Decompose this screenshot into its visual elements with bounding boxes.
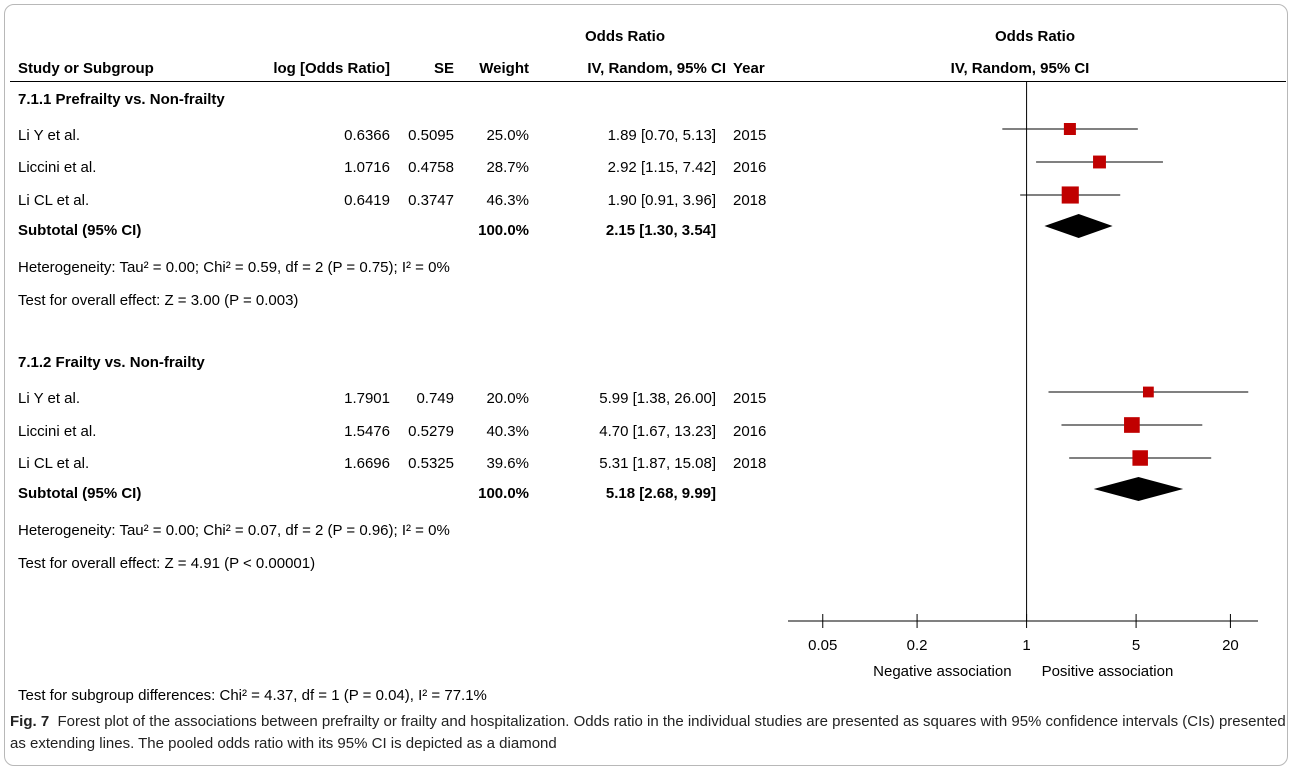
- group-title: 7.1.2 Frailty vs. Non-frailty: [18, 354, 205, 371]
- study-square: [1124, 417, 1140, 433]
- subtotal-weight: 100.0%: [478, 485, 529, 502]
- study-se: 0.5095: [408, 127, 454, 144]
- study-logor: 1.7901: [344, 390, 390, 407]
- x-axis-tick-label: 1: [1022, 637, 1030, 654]
- study-logor: 0.6419: [344, 192, 390, 209]
- study-logor: 1.5476: [344, 423, 390, 440]
- pooled-diamond: [1093, 477, 1184, 501]
- overall-effect-text: Test for overall effect: Z = 3.00 (P = 0…: [18, 292, 299, 309]
- overall-effect-text: Test for overall effect: Z = 4.91 (P < 0…: [18, 555, 316, 572]
- header-ci: IV, Random, 95% CI: [587, 60, 726, 77]
- study-weight: 46.3%: [486, 192, 529, 209]
- study-weight: 20.0%: [486, 390, 529, 407]
- header-rule: [10, 81, 1286, 82]
- pooled-diamond: [1044, 214, 1113, 238]
- study-se: 0.3747: [408, 192, 454, 209]
- study-square: [1142, 386, 1154, 398]
- header-logor: log [Odds Ratio]: [273, 60, 390, 77]
- study-year: 2018: [733, 455, 767, 472]
- header-odds-ratio-table: Odds Ratio: [584, 28, 665, 45]
- caption-text: Forest plot of the associations between …: [10, 713, 1286, 752]
- figure-caption: Fig. 7 Forest plot of the associations b…: [10, 711, 1286, 755]
- subtotal-ci: 2.15 [1.30, 3.54]: [605, 222, 716, 239]
- study-ci: 4.70 [1.67, 13.23]: [599, 423, 716, 440]
- header-weight: Weight: [479, 60, 529, 77]
- positive-association-label: Positive association: [1042, 663, 1174, 680]
- x-axis-tick-label: 5: [1132, 637, 1140, 654]
- study-square: [1061, 186, 1079, 204]
- subgroup-test-text: Test for subgroup differences: Chi² = 4.…: [18, 687, 487, 704]
- subtotal-label: Subtotal (95% CI): [18, 222, 142, 239]
- study-year: 2016: [733, 159, 767, 176]
- study-logor: 1.0716: [344, 159, 390, 176]
- x-axis-tick-label: 20: [1222, 637, 1239, 654]
- header-study: Study or Subgroup: [18, 60, 154, 77]
- study-se: 0.4758: [408, 159, 454, 176]
- study-name: Li CL et al.: [18, 455, 90, 472]
- study-logor: 0.6366: [344, 127, 390, 144]
- caption-label: Fig. 7: [10, 713, 50, 730]
- study-weight: 25.0%: [486, 127, 529, 144]
- study-square: [1132, 450, 1148, 466]
- study-ci: 1.89 [0.70, 5.13]: [607, 127, 716, 144]
- study-weight: 39.6%: [486, 455, 529, 472]
- study-ci: 1.90 [0.91, 3.96]: [607, 192, 716, 209]
- study-se: 0.5325: [408, 455, 454, 472]
- subtotal-label: Subtotal (95% CI): [18, 485, 142, 502]
- negative-association-label: Negative association: [873, 663, 1011, 680]
- study-name: Liccini et al.: [18, 423, 97, 440]
- study-year: 2018: [733, 192, 767, 209]
- study-name: Li Y et al.: [18, 390, 80, 407]
- study-name: Liccini et al.: [18, 159, 97, 176]
- study-se: 0.749: [416, 390, 454, 407]
- heterogeneity-text: Heterogeneity: Tau² = 0.00; Chi² = 0.59,…: [18, 259, 450, 276]
- figure-frame: [4, 4, 1288, 766]
- study-square: [1063, 123, 1076, 135]
- study-logor: 1.6696: [344, 455, 390, 472]
- study-year: 2016: [733, 423, 767, 440]
- study-weight: 40.3%: [486, 423, 529, 440]
- subtotal-ci: 5.18 [2.68, 9.99]: [605, 485, 716, 502]
- study-year: 2015: [733, 127, 767, 144]
- x-axis-tick-label: 0.05: [808, 637, 837, 654]
- study-year: 2015: [733, 390, 767, 407]
- heterogeneity-text: Heterogeneity: Tau² = 0.00; Chi² = 0.07,…: [18, 522, 450, 539]
- study-ci: 5.31 [1.87, 15.08]: [599, 455, 716, 472]
- study-name: Li CL et al.: [18, 192, 90, 209]
- x-axis-tick-label: 0.2: [907, 637, 928, 654]
- study-name: Li Y et al.: [18, 127, 80, 144]
- study-square: [1093, 155, 1106, 169]
- group-title: 7.1.1 Prefrailty vs. Non-frailty: [18, 91, 225, 108]
- study-ci: 5.99 [1.38, 26.00]: [599, 390, 716, 407]
- study-weight: 28.7%: [486, 159, 529, 176]
- header-plot-ci: IV, Random, 95% CI: [950, 60, 1090, 77]
- header-se: SE: [433, 60, 454, 77]
- header-year: Year: [733, 60, 765, 77]
- study-se: 0.5279: [408, 423, 454, 440]
- header-odds-ratio-plot: Odds Ratio: [994, 28, 1075, 45]
- subtotal-weight: 100.0%: [478, 222, 529, 239]
- study-ci: 2.92 [1.15, 7.42]: [607, 159, 716, 176]
